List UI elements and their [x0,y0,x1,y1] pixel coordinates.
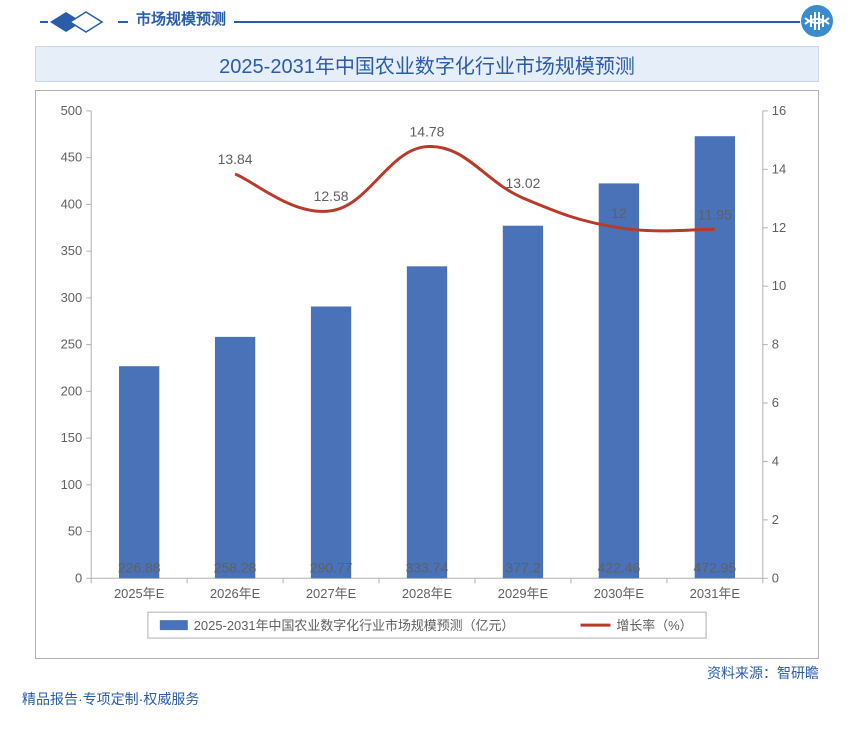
svg-text:350: 350 [61,243,83,258]
svg-text:2029年E: 2029年E [498,586,549,601]
header-diamond-icon [48,8,118,36]
svg-text:11.95: 11.95 [698,206,732,222]
svg-text:333.74: 333.74 [406,559,449,575]
svg-text:100: 100 [61,477,83,492]
svg-text:377.2: 377.2 [506,559,541,575]
svg-text:12.58: 12.58 [314,188,349,204]
svg-text:2025年E: 2025年E [114,586,165,601]
svg-text:2026年E: 2026年E [210,586,261,601]
svg-text:2: 2 [772,512,779,527]
svg-text:增长率（%）: 增长率（%） [616,618,692,633]
svg-text:50: 50 [68,524,82,539]
header-bar: 市场规模预测 [40,8,834,36]
section-title: 市场规模预测 [128,8,234,29]
svg-text:0: 0 [75,570,82,585]
svg-text:300: 300 [61,290,83,305]
svg-text:8: 8 [772,337,779,352]
svg-text:14: 14 [772,161,786,176]
chart-title: 2025-2031年中国农业数字化行业市场规模预测 [35,46,819,82]
svg-text:422.46: 422.46 [598,559,641,575]
svg-text:10: 10 [772,278,786,293]
brand-logo-icon [800,4,834,38]
svg-text:2028年E: 2028年E [402,586,453,601]
svg-text:13.02: 13.02 [506,175,541,191]
svg-text:13.84: 13.84 [218,151,253,167]
svg-text:500: 500 [61,103,83,118]
svg-text:2025-2031年中国农业数字化行业市场规模预测（亿元）: 2025-2031年中国农业数字化行业市场规模预测（亿元） [194,618,515,633]
svg-text:12: 12 [772,220,786,235]
chart-container: 0 50 100 150 200 250 300 350 400 450 500 0 2 4 6 8 10 12 1… [35,90,819,659]
svg-text:2030年E: 2030年E [594,586,645,601]
svg-text:472.95: 472.95 [694,559,737,575]
chart-svg: 0 50 100 150 200 250 300 350 400 450 500 0 2 4 6 8 10 12 1… [36,91,818,658]
svg-text:16: 16 [772,103,786,118]
svg-text:150: 150 [61,430,83,445]
svg-text:290.77: 290.77 [310,559,353,575]
svg-text:4: 4 [772,453,779,468]
svg-text:2031年E: 2031年E [690,586,741,601]
svg-text:0: 0 [772,570,779,585]
svg-text:2027年E: 2027年E [306,586,357,601]
svg-text:226.88: 226.88 [118,559,161,575]
svg-text:12: 12 [611,205,627,221]
svg-text:400: 400 [61,196,83,211]
svg-text:14.78: 14.78 [410,124,445,140]
svg-text:200: 200 [61,383,83,398]
source-value: 智研瞻 [777,665,819,681]
svg-text:6: 6 [772,395,779,410]
footer-text: 精品报告·专项定制·权威服务 [22,689,199,709]
svg-text:250: 250 [61,337,83,352]
svg-text:450: 450 [61,150,83,165]
svg-text:258.28: 258.28 [214,559,257,575]
source-label: 资料来源： [707,665,777,681]
source-line: 资料来源：智研瞻 [707,663,819,683]
